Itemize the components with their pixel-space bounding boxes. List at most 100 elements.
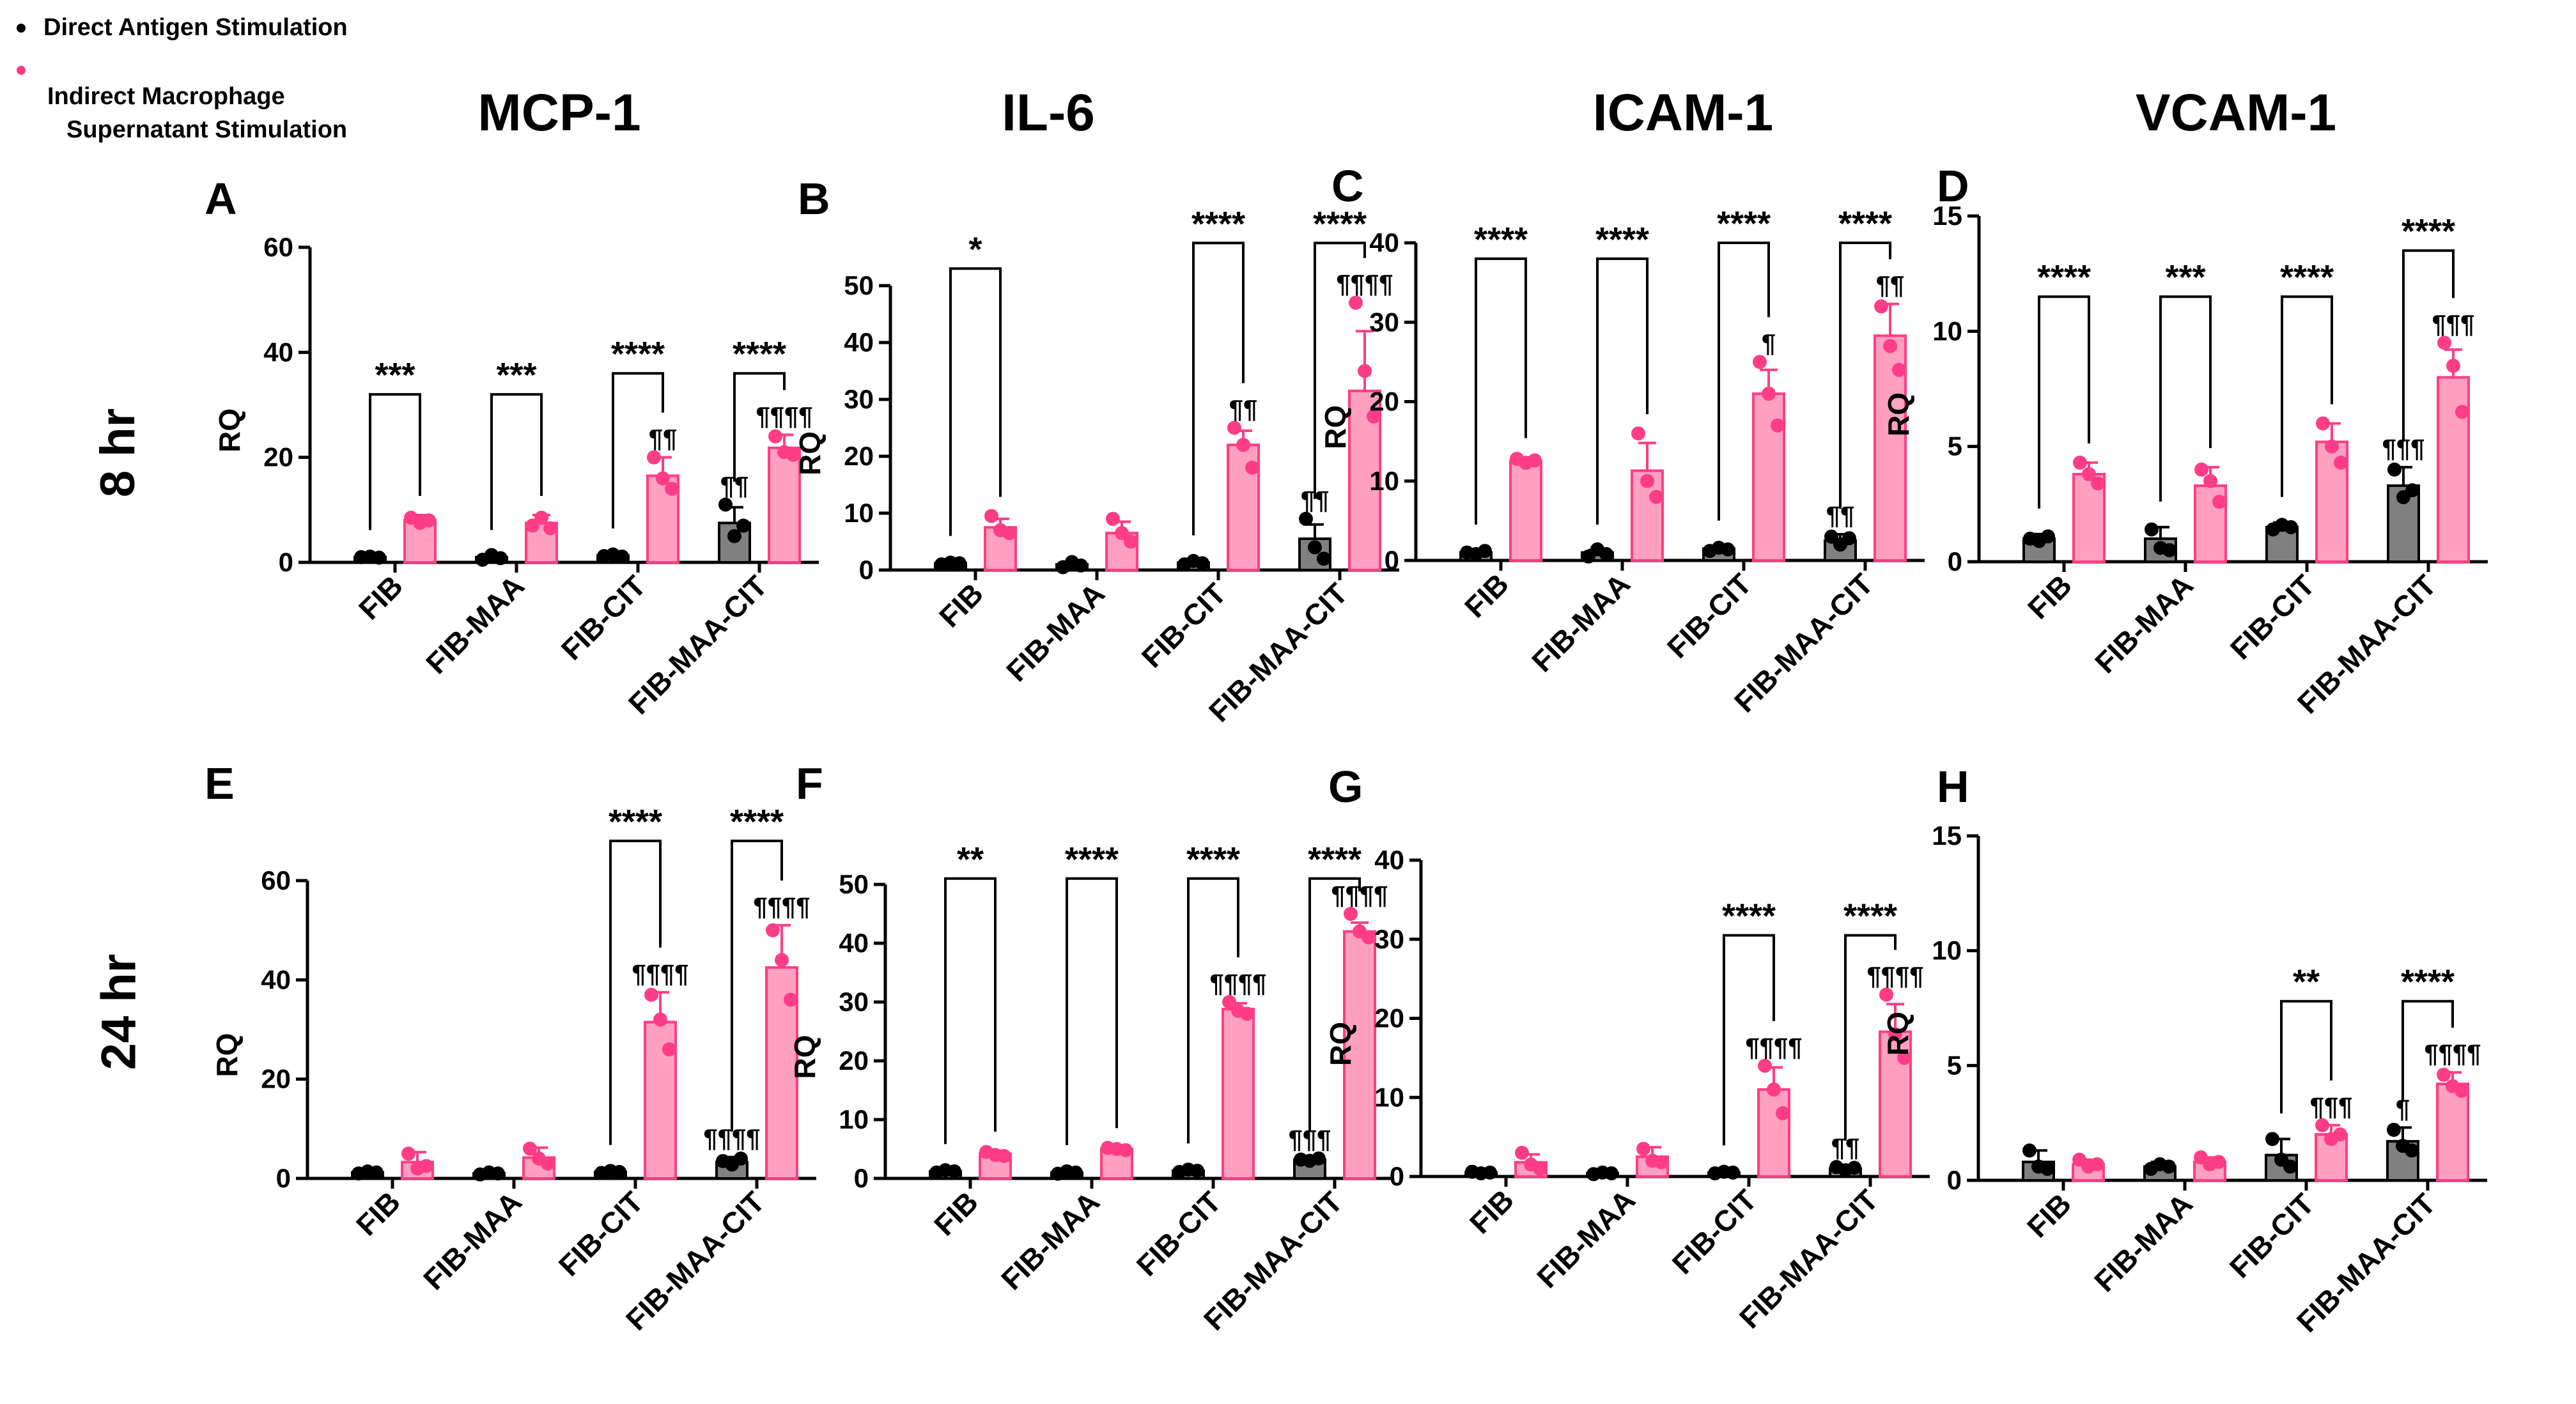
data-point xyxy=(1604,1166,1618,1181)
x-tick-label-f: FIB-CIT xyxy=(1130,1185,1227,1282)
y-axis-label-b: RQ xyxy=(793,431,826,475)
data-point xyxy=(1069,1165,1083,1180)
x-tick-label-c: FIB xyxy=(1458,567,1515,624)
y-tick-label-e: 60 xyxy=(261,865,291,895)
data-point xyxy=(2333,1127,2347,1142)
data-point xyxy=(2212,495,2226,509)
data-point xyxy=(543,521,557,536)
data-point xyxy=(1892,362,1906,377)
data-point xyxy=(784,992,798,1007)
panel-letter-f: F xyxy=(796,759,823,808)
y-tick-label-h: 0 xyxy=(1947,1165,1962,1195)
data-point xyxy=(1721,542,1735,557)
bar-indirect xyxy=(1509,459,1542,562)
y-tick-label-f: 30 xyxy=(839,987,869,1017)
x-tick-label-c: FIB-CIT xyxy=(1661,567,1758,664)
data-point xyxy=(736,518,750,533)
data-point xyxy=(2455,405,2469,419)
x-tick-label-f: FIB-MAA xyxy=(995,1185,1106,1296)
legend-label-indirect-line1: Indirect Macrophage xyxy=(47,83,285,110)
significance-mark: ¶¶¶¶ xyxy=(1746,1033,1803,1061)
data-point xyxy=(1483,1165,1497,1180)
y-tick-label-c: 10 xyxy=(1369,466,1399,496)
data-point xyxy=(2082,467,2096,481)
data-point xyxy=(952,556,966,571)
data-point xyxy=(1312,1151,1326,1166)
data-point xyxy=(1776,1106,1790,1120)
column-title-il6: IL-6 xyxy=(1002,84,1095,142)
comparison-stars: **** xyxy=(1595,220,1649,259)
y-tick-label-e: 20 xyxy=(261,1064,291,1094)
x-tick-label-g: FIB xyxy=(1463,1183,1520,1240)
data-point xyxy=(2073,455,2087,470)
data-point xyxy=(2091,476,2105,491)
x-tick-label-d: FIB-CIT xyxy=(2224,568,2321,665)
comparison-bracket xyxy=(949,267,1002,536)
data-point xyxy=(2455,1083,2469,1098)
data-point xyxy=(419,1159,433,1173)
y-axis-label-f: RQ xyxy=(788,1035,821,1079)
column-title-mcp1: MCP-1 xyxy=(477,84,641,142)
data-point xyxy=(2284,520,2298,534)
data-point xyxy=(1195,556,1209,571)
y-tick-label-g: 30 xyxy=(1374,924,1404,954)
comparison-bracket xyxy=(609,839,662,1145)
y-tick-label-c: 30 xyxy=(1369,307,1399,337)
significance-mark: ¶¶¶¶ xyxy=(754,893,811,921)
panel-letter-c: C xyxy=(1331,161,1364,211)
y-tick-label-a: 20 xyxy=(263,442,293,472)
x-tick-label-f: FIB xyxy=(927,1185,984,1242)
significance-mark: ¶¶¶¶ xyxy=(2425,1040,2481,1068)
comparison-bracket xyxy=(1314,242,1366,499)
comparison-bracket xyxy=(1187,877,1239,1144)
x-tick-label-b: FIB xyxy=(933,576,989,633)
data-point xyxy=(1074,558,1088,573)
comparison-stars: **** xyxy=(730,803,784,841)
data-point xyxy=(2283,1159,2297,1174)
data-point xyxy=(2325,439,2339,454)
comparison-stars: ** xyxy=(2293,963,2320,1001)
data-point xyxy=(2446,359,2460,373)
data-point xyxy=(1654,1155,1668,1169)
data-point xyxy=(372,550,386,565)
x-tick-label-a: FIB xyxy=(352,569,409,626)
x-tick-label-b: FIB-CIT xyxy=(1135,576,1232,674)
x-tick-label-g: FIB-CIT xyxy=(1666,1183,1763,1280)
comparison-bracket xyxy=(490,393,543,530)
legend-dot-direct xyxy=(17,24,26,33)
data-point xyxy=(1758,1058,1772,1073)
data-point xyxy=(1842,531,1856,546)
comparison-bracket xyxy=(369,393,421,530)
data-point xyxy=(493,551,508,566)
data-point xyxy=(1767,1082,1781,1097)
panel-letter-h: H xyxy=(1937,762,1969,812)
y-tick-label-f: 20 xyxy=(839,1045,869,1076)
data-point xyxy=(2316,416,2330,431)
data-point xyxy=(997,1149,1011,1164)
data-point xyxy=(1515,1145,1529,1160)
y-tick-label-h: 5 xyxy=(1947,1050,1962,1080)
significance-mark: ¶¶¶¶ xyxy=(632,960,689,988)
data-point xyxy=(766,923,780,937)
data-point xyxy=(2041,529,2055,544)
data-point xyxy=(1367,409,1381,424)
y-axis-label-c: RQ xyxy=(1319,405,1352,449)
data-point xyxy=(727,528,741,543)
significance-mark: ¶ xyxy=(2396,1095,2410,1123)
comparison-stars: **** xyxy=(1722,897,1776,936)
data-point xyxy=(1640,474,1654,488)
y-tick-label-b: 20 xyxy=(844,441,874,471)
y-tick-label-f: 0 xyxy=(854,1163,869,1193)
data-point xyxy=(1190,1164,1204,1178)
bar-indirect xyxy=(2437,376,2470,563)
data-point xyxy=(2265,1132,2279,1146)
y-axis-label-g: RQ xyxy=(1324,1022,1357,1066)
comparison-stars: **** xyxy=(2401,963,2455,1001)
y-tick-label-b: 50 xyxy=(844,270,874,300)
data-point xyxy=(1344,907,1358,921)
